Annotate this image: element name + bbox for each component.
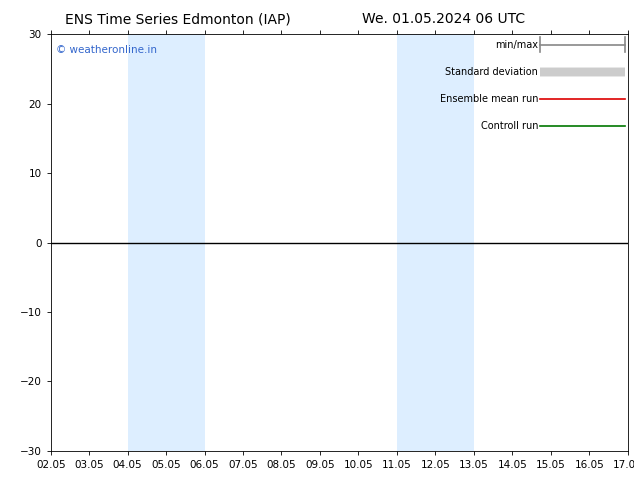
Bar — [397, 34, 474, 451]
Text: Controll run: Controll run — [481, 121, 538, 131]
Text: min/max: min/max — [495, 40, 538, 49]
Text: Standard deviation: Standard deviation — [445, 67, 538, 77]
Text: © weatheronline.in: © weatheronline.in — [56, 45, 157, 55]
Bar — [127, 34, 205, 451]
Text: Ensemble mean run: Ensemble mean run — [440, 94, 538, 104]
Text: We. 01.05.2024 06 UTC: We. 01.05.2024 06 UTC — [362, 12, 526, 26]
Text: ENS Time Series Edmonton (IAP): ENS Time Series Edmonton (IAP) — [65, 12, 290, 26]
